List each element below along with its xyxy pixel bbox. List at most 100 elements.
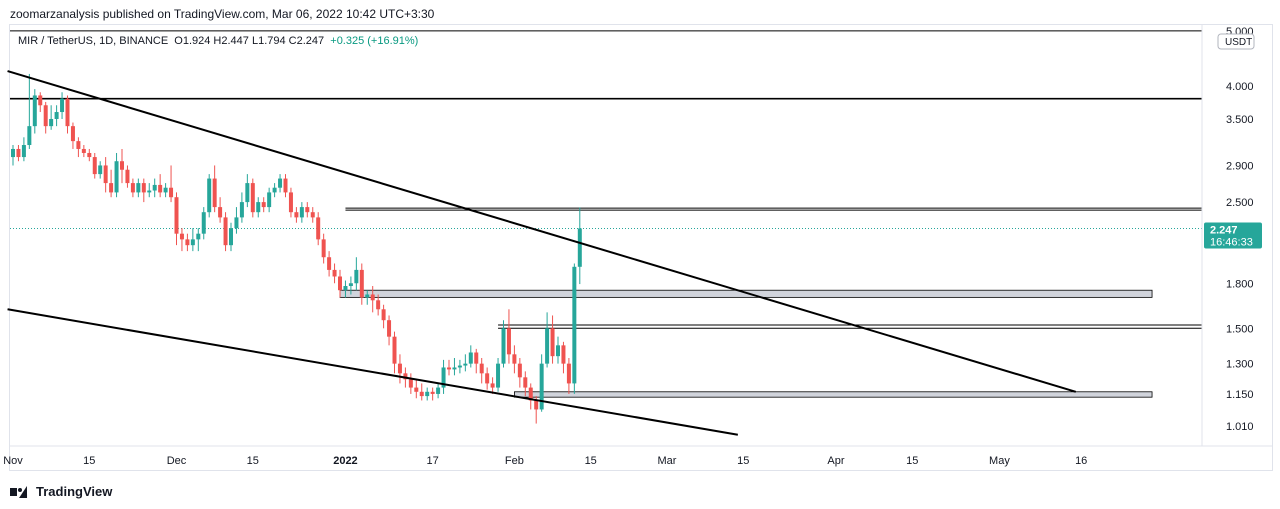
candle: [561, 341, 566, 374]
candle: [201, 207, 206, 240]
candle: [163, 183, 168, 198]
candle-body: [43, 105, 48, 127]
candle: [207, 174, 212, 218]
candle-body: [169, 187, 174, 198]
candle: [147, 183, 152, 198]
candle-body: [49, 118, 54, 127]
candle: [316, 212, 321, 246]
candle-body: [158, 184, 163, 193]
candle: [414, 379, 419, 399]
candle: [321, 233, 326, 264]
candle: [577, 207, 582, 285]
symbol-name[interactable]: MIR / TetherUS, 1D, BINANCE: [18, 35, 169, 47]
candle-body: [136, 183, 141, 193]
candle: [169, 165, 174, 203]
x-tick-label: Apr: [827, 455, 844, 467]
candle-body: [397, 363, 402, 374]
candle: [496, 358, 501, 392]
candle-body: [212, 178, 217, 208]
candle-body: [338, 276, 342, 291]
candle: [70, 122, 75, 149]
candle: [294, 207, 299, 223]
candle: [501, 320, 506, 368]
candle: [109, 169, 114, 198]
candle: [441, 359, 446, 394]
ohlc-values: O1.924 H2.447 L1.794 C2.247: [174, 35, 325, 47]
candle: [218, 197, 223, 223]
candle: [485, 367, 490, 390]
candle: [310, 207, 315, 223]
candle-body: [299, 207, 304, 218]
candle-body: [152, 184, 157, 191]
candle-body: [196, 233, 201, 240]
candle: [376, 294, 381, 316]
candle: [38, 92, 43, 113]
candle: [397, 354, 402, 384]
x-tick-label: 15: [83, 455, 95, 467]
candle: [556, 336, 560, 364]
x-tick-label: May: [989, 455, 1010, 467]
candle-body: [130, 183, 135, 193]
candle-body: [316, 217, 321, 240]
candle-body: [403, 373, 408, 380]
candle: [474, 348, 479, 374]
candle: [125, 165, 130, 188]
x-tick-label: 15: [585, 455, 597, 467]
candle: [245, 174, 250, 208]
candle-body: [201, 212, 206, 234]
candle-body: [414, 387, 419, 392]
y-tick-label: 1.300: [1226, 359, 1254, 371]
support-zones: [339, 289, 1153, 398]
candle: [479, 358, 484, 384]
x-tick-label: 15: [906, 455, 918, 467]
candle-body: [38, 95, 43, 106]
candle-body: [490, 383, 495, 388]
y-tick-label: 2.500: [1226, 197, 1254, 209]
candle-body: [76, 141, 81, 149]
x-tick-label: 2022: [333, 455, 357, 467]
candle: [528, 383, 533, 410]
candle-body: [408, 379, 413, 388]
price-tag-countdown: 16:46:33: [1210, 236, 1253, 248]
candle-body: [190, 239, 195, 246]
candle-body: [452, 367, 457, 370]
candle: [348, 276, 353, 295]
candle: [103, 157, 108, 193]
candle: [452, 358, 457, 376]
candle: [370, 286, 375, 313]
candle: [136, 178, 141, 198]
candle: [447, 359, 451, 376]
candle: [332, 263, 337, 284]
candle-body: [288, 192, 293, 213]
candle: [32, 89, 37, 134]
candle: [512, 345, 517, 374]
price-tag: [1204, 222, 1262, 249]
candle: [190, 228, 195, 252]
candle: [327, 251, 332, 277]
candle: [158, 174, 163, 198]
candle-body: [294, 212, 299, 218]
y-tick-label: 1.500: [1226, 323, 1254, 335]
y-tick-label: 2.900: [1226, 160, 1254, 172]
candle: [381, 304, 386, 329]
candle-body: [577, 228, 582, 267]
candle-body: [114, 161, 119, 193]
candle-body: [261, 202, 266, 208]
candle: [566, 358, 571, 394]
candle-body: [250, 183, 255, 213]
candle: [338, 269, 342, 298]
candle: [179, 228, 184, 252]
candle-body: [27, 126, 32, 146]
candle: [250, 178, 255, 218]
candle: [517, 358, 522, 388]
axes: 5.0004.0003.5002.9002.5001.8001.5001.300…: [3, 25, 1272, 467]
candle-body: [109, 183, 114, 193]
candle: [49, 105, 54, 130]
trendline-2: [7, 308, 739, 436]
candle: [523, 371, 528, 397]
x-tick-label: Mar: [658, 455, 677, 467]
candle: [299, 202, 304, 223]
candle: [87, 148, 92, 162]
candle-body: [572, 266, 577, 384]
